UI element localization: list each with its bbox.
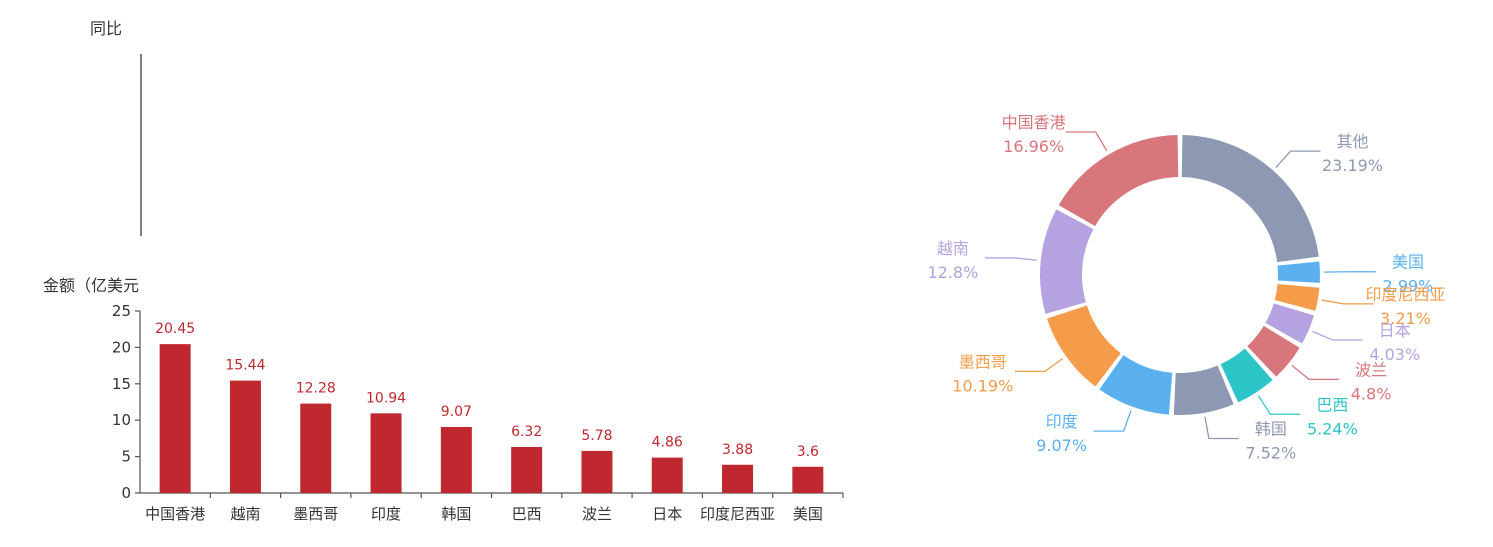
donut-slice (1099, 355, 1173, 415)
bar-value-label: 6.32 (511, 424, 542, 440)
bar-value-label: 12.28 (296, 381, 336, 397)
donut-slice (1046, 305, 1121, 387)
y-tick-label: 10 (112, 411, 131, 429)
bar-value-label: 4.86 (652, 435, 683, 451)
bar-y-axis-title: 金额（亿美元 (43, 276, 139, 295)
bar (511, 446, 543, 493)
slice-percent-label: 10.19% (952, 376, 1013, 395)
slice-percent-label: 2.99% (1383, 277, 1434, 296)
leader-line (1321, 299, 1374, 305)
leader-line (1065, 131, 1108, 152)
bar-value-label: 20.45 (155, 321, 195, 337)
donut-slice (1058, 135, 1179, 227)
bar (370, 413, 402, 493)
slice-name-label: 波兰 (1355, 360, 1387, 379)
bar (792, 466, 824, 493)
slice-percent-label: 5.24% (1307, 419, 1358, 438)
slice-percent-label: 16.96% (1003, 137, 1064, 156)
donut-slice (1277, 261, 1320, 283)
bar-value-label: 15.44 (225, 358, 265, 374)
leader-line (1275, 150, 1321, 168)
donut-slices (1040, 135, 1320, 415)
leader-line (1093, 410, 1132, 432)
slice-name-label: 印度 (1046, 412, 1078, 431)
y-tick-label: 15 (112, 375, 131, 393)
bar-chart: 金额（亿美元 0 5 10 15 20 25 中国香港 越南 墨西哥 印度 韩国 巴西 波兰 日本 印度尼… (43, 276, 844, 523)
leader-line (1204, 416, 1239, 440)
slice-percent-label: 3.21% (1380, 309, 1431, 328)
slice-name-label: 中国香港 (1002, 113, 1066, 132)
donut-chart: 其他 23.19% 美国 2.99%印度尼西亚 3.21%日本 4.03%波兰 4.8%巴西… (927, 113, 1445, 462)
slice-percent-label: 4.03% (1369, 345, 1420, 364)
slice-name-label: 巴西 (1316, 395, 1348, 414)
slice-name-label: 美国 (1392, 253, 1424, 272)
bar-value-label: 9.07 (441, 404, 472, 420)
bar-value-label: 3.6 (797, 444, 819, 460)
donut-slice (1247, 325, 1300, 377)
slice-percent-label: 7.52% (1245, 443, 1296, 462)
bar-value-label: 3.88 (722, 442, 753, 458)
x-tick-label: 墨西哥 (293, 505, 338, 523)
x-tick-label: 波兰 (582, 505, 612, 523)
leader-line (1312, 330, 1363, 341)
slice-name-label: 韩国 (1255, 419, 1287, 438)
leader-line (1257, 395, 1301, 415)
donut-slice (1265, 303, 1315, 344)
bar-y-ticks: 0 5 10 15 20 25 (112, 302, 140, 502)
bar (440, 426, 472, 493)
leader-line (1014, 358, 1064, 372)
leader-line (1291, 365, 1340, 381)
slice-percent-label: 4.8% (1351, 384, 1392, 403)
bar (722, 464, 754, 493)
donut-slice (1040, 209, 1094, 314)
x-tick-label: 印度 (371, 505, 401, 523)
donut-labels: 其他 23.19% 美国 2.99%印度尼西亚 3.21%日本 4.03%波兰 4.8%巴西… (927, 113, 1445, 462)
bar (159, 344, 191, 493)
slice-name-label: 其他 (1337, 132, 1369, 151)
slice-name-label: 墨西哥 (959, 352, 1007, 371)
yoy-axis-title: 同比 (90, 19, 122, 38)
x-tick-label: 印度尼西亚 (700, 505, 775, 523)
y-tick-label: 25 (112, 302, 131, 320)
donut-slice (1173, 365, 1234, 415)
x-tick-label: 中国香港 (145, 505, 205, 523)
bar-value-labels: 20.45 15.44 12.28 10.94 9.07 6.32 5.78 4.86 3.88… (155, 321, 819, 460)
x-tick-label: 日本 (652, 505, 682, 523)
yoy-chart: 同比 (90, 19, 142, 236)
bar-value-label: 5.78 (581, 428, 612, 444)
slice-percent-label: 9.07% (1036, 436, 1087, 455)
slice-name-label: 印度尼西亚 (1365, 285, 1445, 304)
y-tick-label: 20 (112, 338, 131, 356)
leader-line (984, 257, 1037, 261)
slice-percent-label: 23.19% (1322, 156, 1383, 175)
donut-slice (1181, 135, 1319, 263)
x-tick-label: 巴西 (512, 505, 542, 523)
bar-category-labels: 中国香港 越南 墨西哥 印度 韩国 巴西 波兰 日本 印度尼西亚 美国 (145, 493, 844, 523)
bar-value-label: 10.94 (366, 390, 406, 406)
x-tick-label: 越南 (230, 505, 260, 523)
donut-leader-lines (984, 131, 1376, 440)
slice-name-label: 越南 (937, 239, 969, 258)
y-tick-label: 0 (121, 484, 131, 502)
donut-slice (1220, 348, 1273, 403)
slice-percent-label: 12.8% (927, 263, 978, 282)
x-tick-label: 韩国 (441, 505, 471, 523)
slice-name-label: 日本 (1379, 321, 1411, 340)
bar (300, 403, 332, 493)
donut-slice (1274, 283, 1320, 311)
bar (651, 457, 683, 493)
x-tick-label: 美国 (793, 505, 823, 523)
y-tick-label: 5 (121, 448, 131, 466)
bar (229, 380, 261, 493)
bar (581, 450, 613, 493)
bar-series (159, 344, 824, 493)
